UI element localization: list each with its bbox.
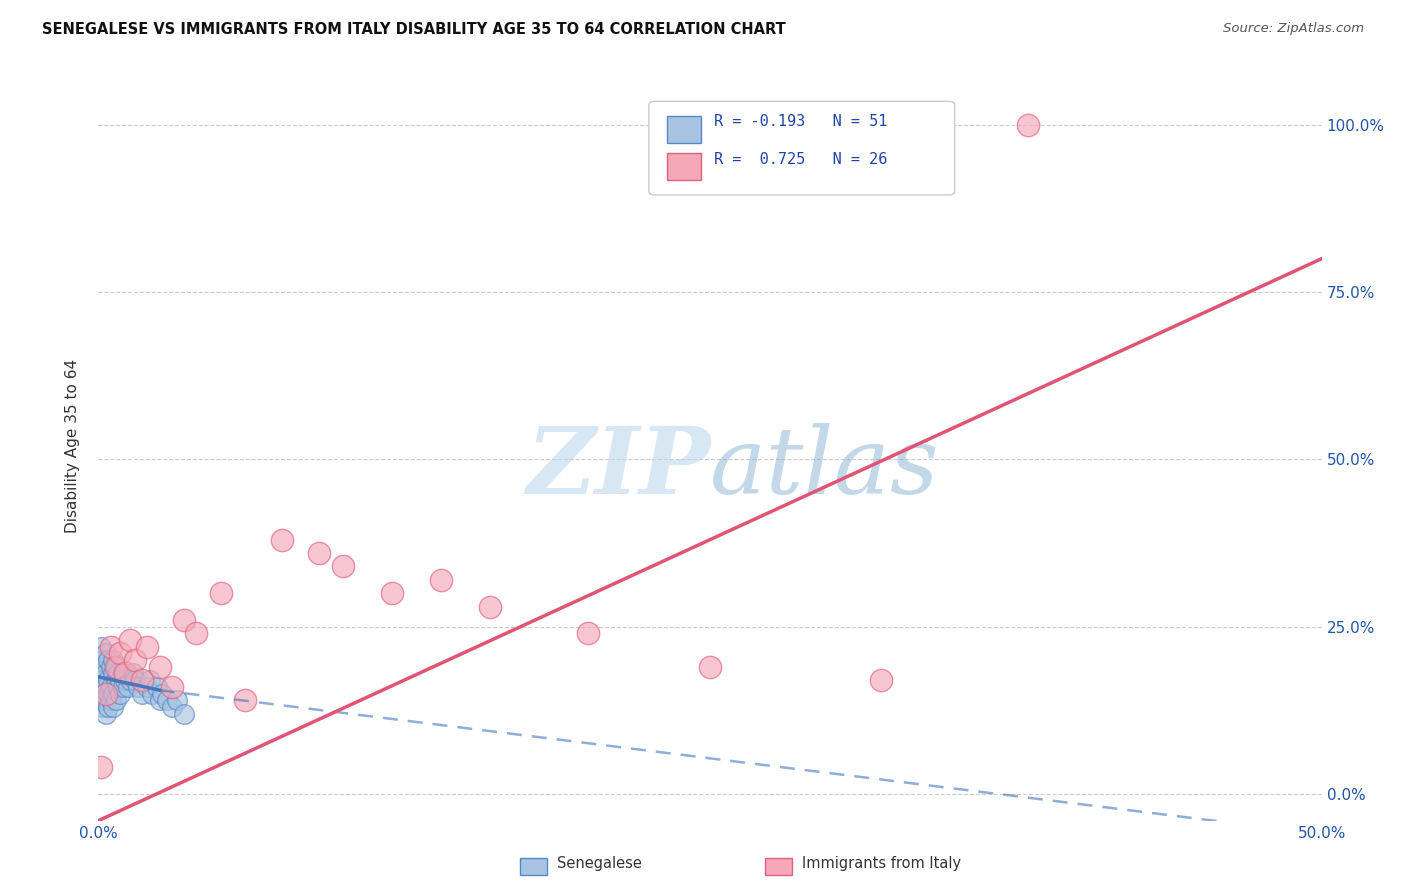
Point: [870, 673, 893, 688]
Point: [160, 680, 183, 694]
Point: [97, 673, 120, 688]
Point: [1017, 118, 1039, 132]
Point: [173, 706, 195, 721]
Point: [94, 693, 117, 707]
Point: [150, 687, 173, 701]
Point: [110, 673, 132, 688]
Point: [149, 693, 172, 707]
Point: [173, 613, 195, 627]
FancyBboxPatch shape: [668, 153, 702, 180]
Point: [101, 687, 124, 701]
FancyBboxPatch shape: [668, 116, 702, 143]
Point: [100, 640, 122, 654]
Point: [94, 687, 117, 701]
Point: [110, 646, 132, 660]
Text: Senegalese: Senegalese: [557, 855, 643, 871]
Point: [91, 699, 114, 714]
Point: [699, 660, 721, 674]
Point: [104, 693, 127, 707]
Text: SENEGALESE VS IMMIGRANTS FROM ITALY DISABILITY AGE 35 TO 64 CORRELATION CHART: SENEGALESE VS IMMIGRANTS FROM ITALY DISA…: [42, 22, 786, 37]
FancyBboxPatch shape: [648, 102, 955, 195]
Point: [124, 673, 146, 688]
Point: [94, 646, 117, 660]
Point: [332, 559, 354, 574]
Text: Immigrants from Italy: Immigrants from Italy: [801, 855, 960, 871]
Point: [91, 673, 114, 688]
Point: [117, 680, 139, 694]
Point: [156, 693, 179, 707]
Point: [101, 666, 124, 681]
Point: [94, 706, 117, 721]
Y-axis label: Disability Age 35 to 64: Disability Age 35 to 64: [65, 359, 80, 533]
Point: [94, 666, 117, 681]
Point: [101, 699, 124, 714]
Text: R = -0.193   N = 51: R = -0.193 N = 51: [714, 114, 887, 129]
Point: [576, 626, 599, 640]
Point: [308, 546, 330, 560]
Point: [107, 666, 129, 681]
Point: [104, 660, 127, 674]
Point: [91, 687, 114, 701]
Text: Source: ZipAtlas.com: Source: ZipAtlas.com: [1223, 22, 1364, 36]
Point: [478, 599, 501, 614]
Text: R =  0.725   N = 26: R = 0.725 N = 26: [714, 152, 887, 167]
Point: [149, 660, 172, 674]
Point: [209, 586, 232, 600]
Text: atlas: atlas: [710, 424, 939, 514]
Point: [97, 687, 120, 701]
Point: [124, 653, 146, 667]
Point: [111, 680, 134, 694]
Point: [146, 680, 169, 694]
Point: [111, 666, 134, 681]
Point: [121, 666, 143, 681]
Point: [114, 673, 136, 688]
Point: [90, 640, 112, 654]
Point: [97, 699, 120, 714]
Point: [94, 680, 117, 694]
Text: ZIP: ZIP: [526, 424, 710, 514]
Point: [97, 653, 120, 667]
Point: [100, 660, 122, 674]
Point: [120, 633, 142, 648]
Point: [110, 687, 132, 701]
FancyBboxPatch shape: [520, 858, 547, 874]
FancyBboxPatch shape: [765, 858, 792, 874]
Point: [233, 693, 256, 707]
Point: [114, 666, 136, 681]
Point: [90, 760, 112, 774]
Point: [141, 687, 163, 701]
Point: [136, 640, 159, 654]
Point: [90, 693, 112, 707]
Point: [136, 680, 159, 694]
Point: [186, 626, 208, 640]
Point: [107, 680, 129, 694]
Point: [101, 653, 124, 667]
Point: [131, 673, 153, 688]
Point: [430, 573, 453, 587]
Point: [139, 673, 162, 688]
Point: [120, 673, 142, 688]
Point: [104, 660, 127, 674]
Point: [91, 660, 114, 674]
Point: [270, 533, 294, 547]
Point: [381, 586, 404, 600]
Point: [104, 673, 127, 688]
Point: [100, 680, 122, 694]
Point: [91, 653, 114, 667]
Point: [127, 680, 149, 694]
Point: [166, 693, 188, 707]
Point: [131, 687, 153, 701]
Point: [90, 680, 112, 694]
Point: [90, 666, 112, 681]
Point: [160, 699, 183, 714]
Point: [100, 693, 122, 707]
